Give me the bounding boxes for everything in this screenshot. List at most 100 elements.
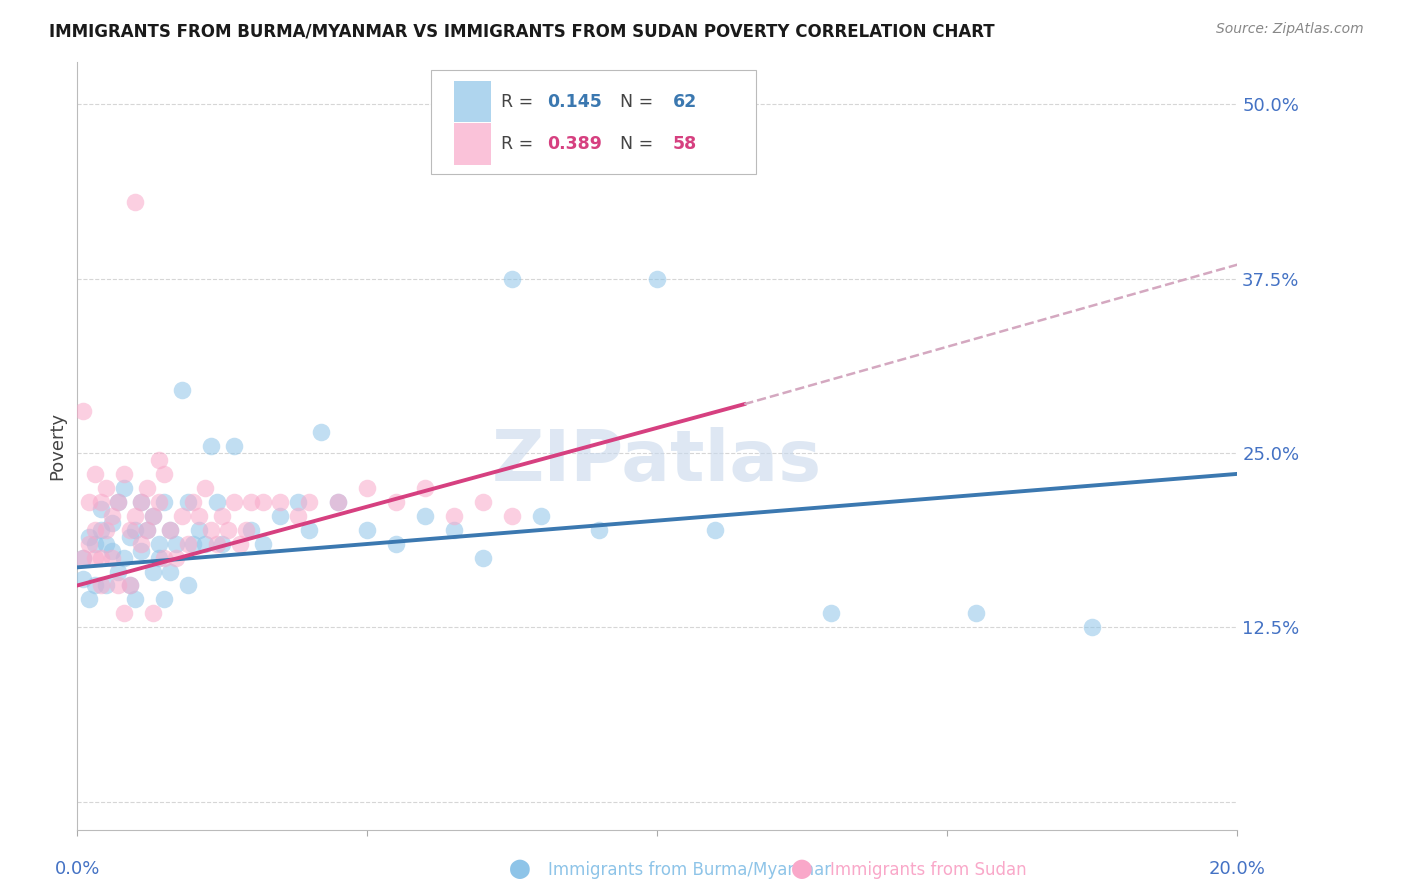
Point <box>165 550 187 565</box>
Point <box>328 495 350 509</box>
Point <box>83 550 105 565</box>
Text: ⬤: ⬤ <box>509 860 531 880</box>
Text: R =: R = <box>501 93 538 111</box>
Point <box>385 536 408 550</box>
Point <box>77 530 100 544</box>
Point <box>96 578 118 592</box>
Point <box>356 523 378 537</box>
Point <box>124 194 146 209</box>
Point <box>217 523 239 537</box>
Point <box>107 578 129 592</box>
Point <box>194 481 217 495</box>
Point <box>72 572 94 586</box>
Point <box>83 536 105 550</box>
Point <box>129 543 152 558</box>
Point <box>704 523 727 537</box>
Point <box>472 495 495 509</box>
Text: 0.0%: 0.0% <box>55 860 100 878</box>
Point <box>298 495 321 509</box>
Point <box>269 495 291 509</box>
Point <box>77 592 100 607</box>
Point <box>124 508 146 523</box>
Point <box>252 495 274 509</box>
Point <box>83 578 105 592</box>
Text: ZIPatlas: ZIPatlas <box>492 427 823 496</box>
Point <box>159 523 181 537</box>
Point <box>107 565 129 579</box>
Text: 58: 58 <box>672 135 696 153</box>
Point <box>205 495 228 509</box>
Point <box>176 495 198 509</box>
Point <box>153 550 176 565</box>
Point <box>356 481 378 495</box>
Point <box>136 523 159 537</box>
Point <box>142 607 165 621</box>
Point <box>90 578 111 592</box>
Point <box>118 578 141 592</box>
Point <box>148 536 170 550</box>
Text: R =: R = <box>501 135 538 153</box>
Point <box>124 592 146 607</box>
Point <box>148 495 170 509</box>
Point <box>101 508 124 523</box>
Point <box>205 536 228 550</box>
Text: Source: ZipAtlas.com: Source: ZipAtlas.com <box>1216 22 1364 37</box>
Point <box>72 404 94 418</box>
Point <box>129 536 152 550</box>
Point <box>118 578 141 592</box>
Text: 0.389: 0.389 <box>547 135 602 153</box>
Point <box>136 481 159 495</box>
Point <box>129 495 152 509</box>
Point <box>159 523 181 537</box>
Point <box>1081 620 1104 634</box>
Point <box>287 495 309 509</box>
FancyBboxPatch shape <box>432 70 756 174</box>
Point <box>148 453 170 467</box>
Point <box>96 481 118 495</box>
Text: 20.0%: 20.0% <box>1209 860 1265 878</box>
Point <box>194 536 217 550</box>
Point <box>413 481 436 495</box>
Point <box>153 495 176 509</box>
Point <box>142 508 165 523</box>
Point <box>222 439 245 453</box>
Point <box>200 523 222 537</box>
Point <box>188 523 211 537</box>
Point <box>328 495 350 509</box>
Point <box>101 516 124 530</box>
Point <box>90 523 111 537</box>
Point <box>501 271 523 285</box>
Point <box>501 508 523 523</box>
Point <box>107 495 129 509</box>
Point <box>83 467 105 481</box>
Point <box>530 508 553 523</box>
Point <box>90 501 111 516</box>
Point <box>222 495 245 509</box>
Y-axis label: Poverty: Poverty <box>48 412 66 480</box>
Text: IMMIGRANTS FROM BURMA/MYANMAR VS IMMIGRANTS FROM SUDAN POVERTY CORRELATION CHART: IMMIGRANTS FROM BURMA/MYANMAR VS IMMIGRA… <box>49 22 995 40</box>
Point <box>72 550 94 565</box>
Point <box>211 508 233 523</box>
Point <box>269 508 291 523</box>
Point <box>148 550 170 565</box>
Point <box>107 495 129 509</box>
Point <box>413 508 436 523</box>
Point <box>129 495 152 509</box>
Point <box>472 550 495 565</box>
Point <box>153 592 176 607</box>
Point <box>77 495 100 509</box>
Point <box>443 523 465 537</box>
Text: 0.145: 0.145 <box>547 93 602 111</box>
Point <box>176 578 198 592</box>
Point <box>183 495 205 509</box>
Point <box>142 508 165 523</box>
Point <box>170 383 193 397</box>
Point <box>83 523 105 537</box>
Point <box>183 536 205 550</box>
Point <box>200 439 222 453</box>
Point <box>240 523 263 537</box>
Point <box>252 536 274 550</box>
Point <box>211 536 233 550</box>
Point <box>136 523 159 537</box>
Point <box>165 536 187 550</box>
